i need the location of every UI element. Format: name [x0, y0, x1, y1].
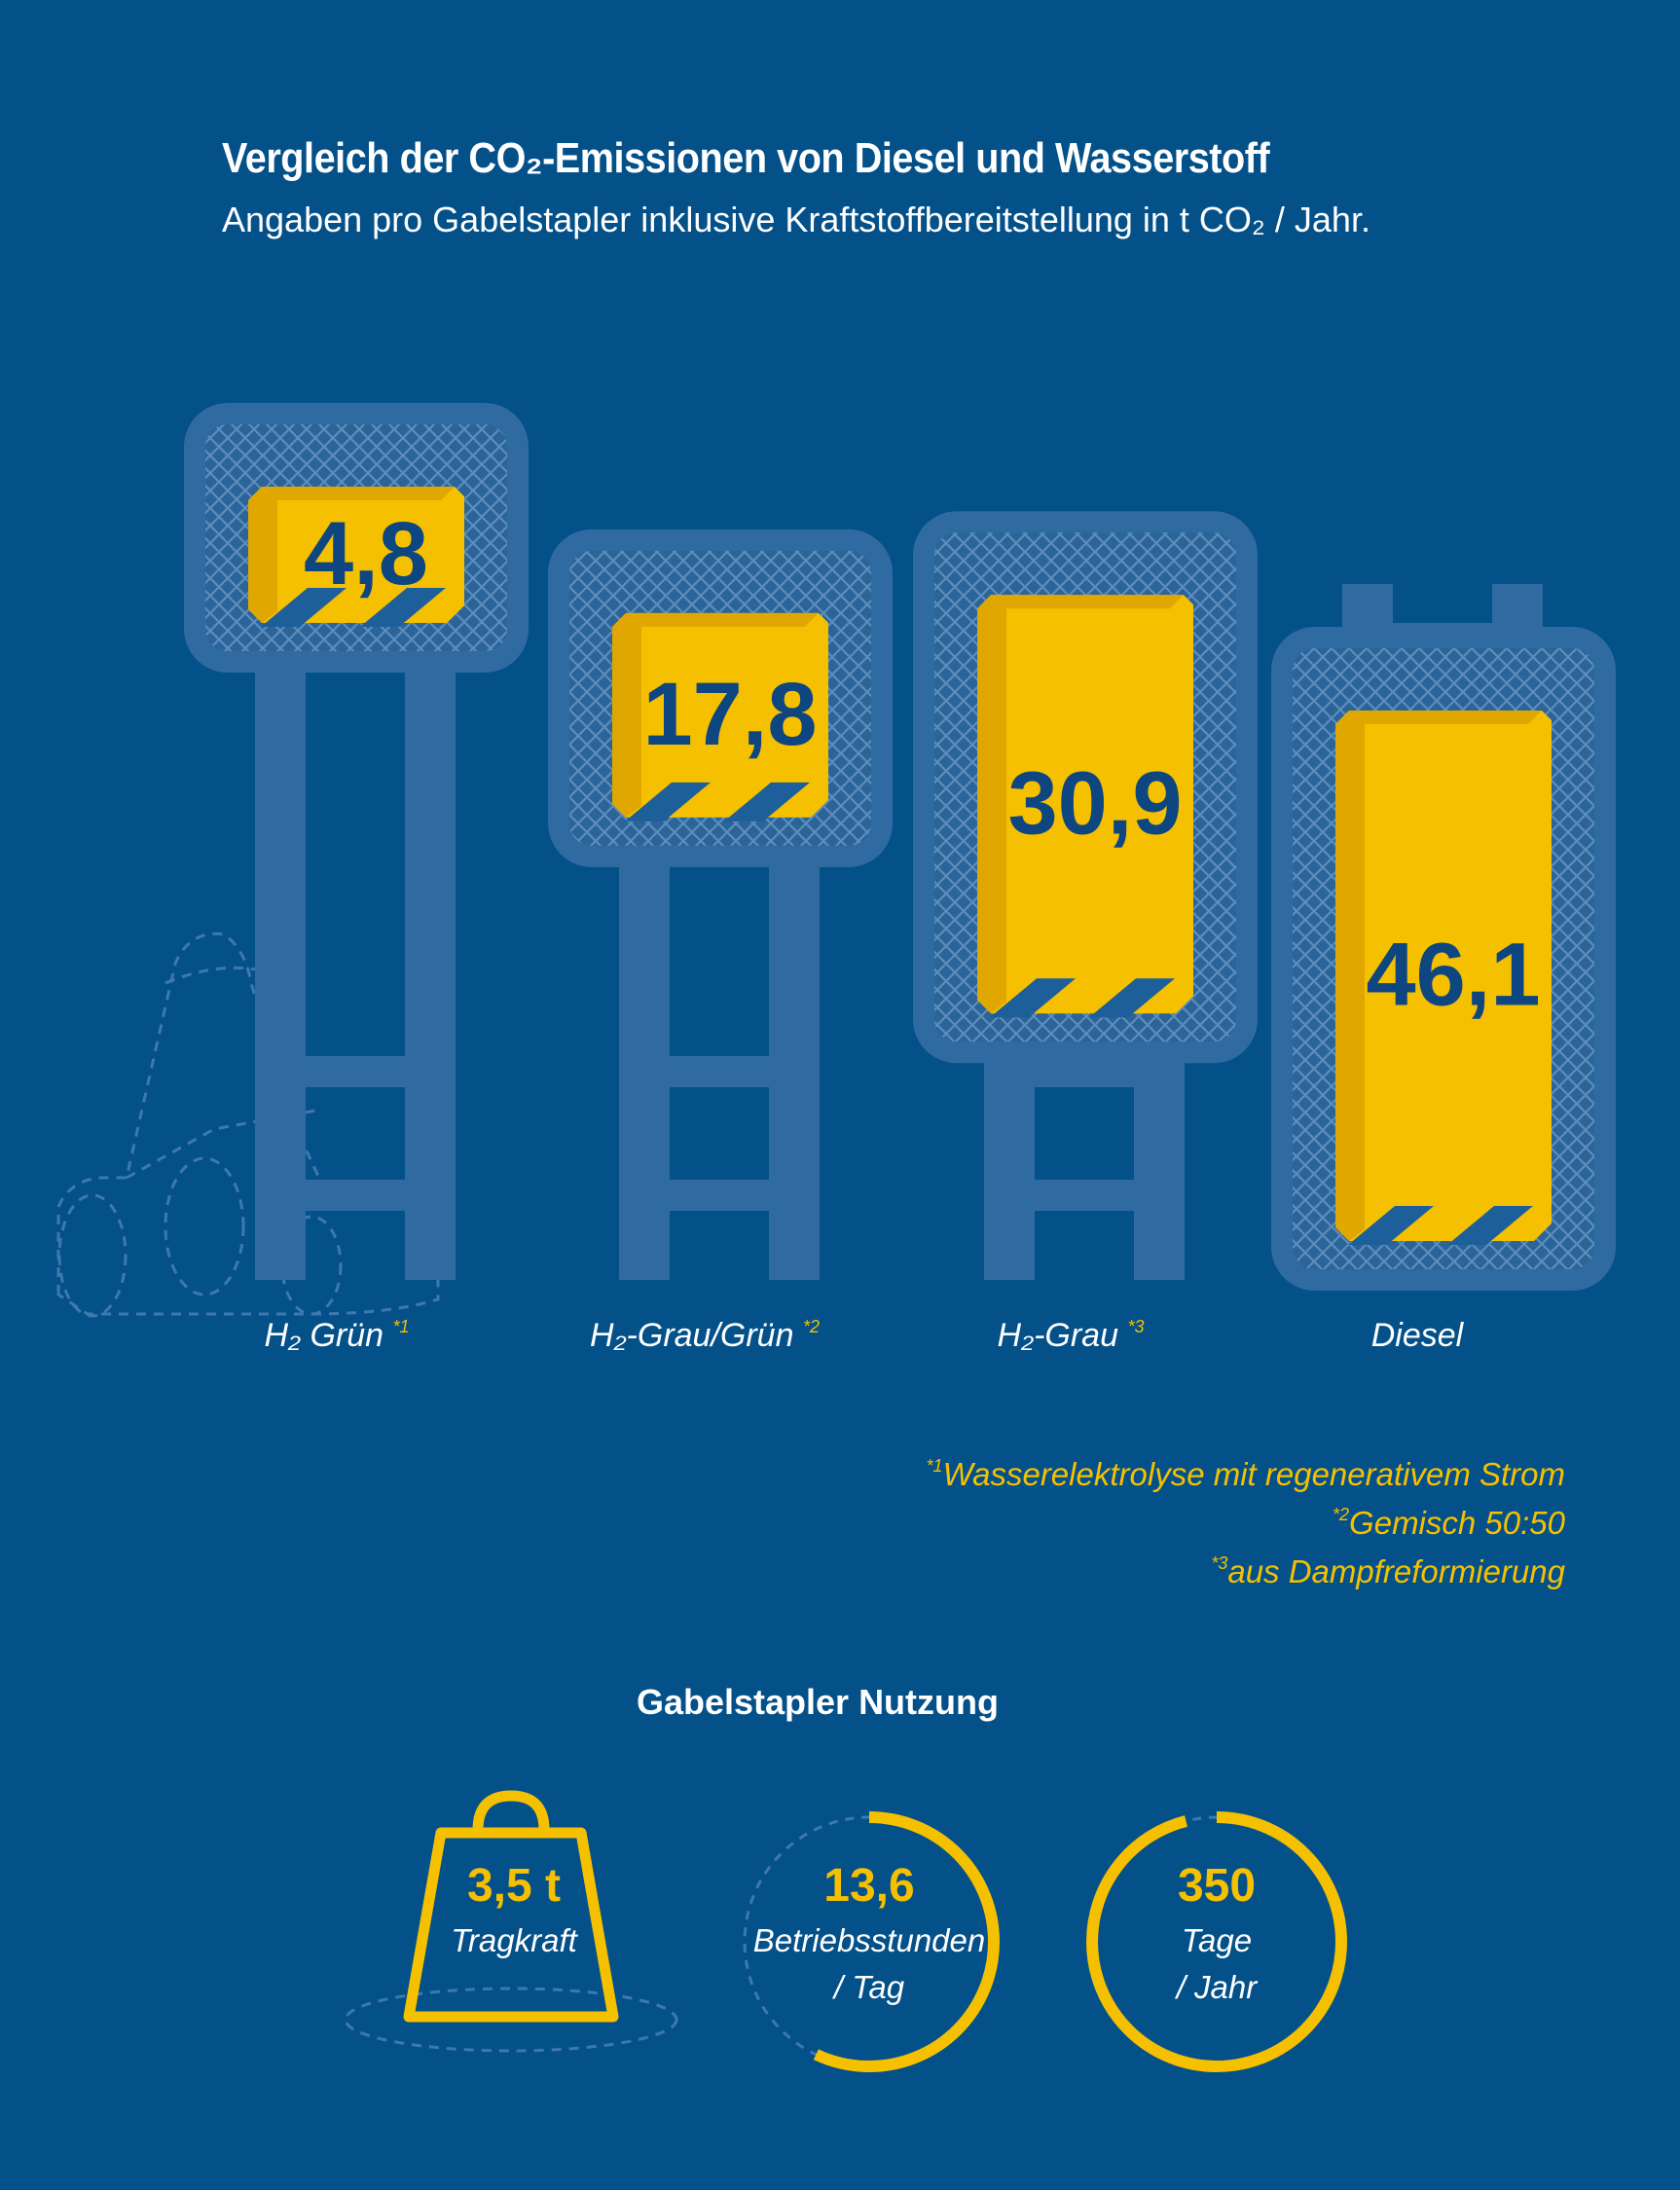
- fork-notch: [360, 588, 446, 627]
- stat-days-label: Tage: [1181, 1922, 1253, 1958]
- mast-icon: [255, 562, 456, 1280]
- bar-value-label: 30,9: [1007, 753, 1182, 853]
- category-label-h2-grau-gruen: H₂-Grau/Grün *2: [590, 1317, 820, 1354]
- bar-group-0: 4,8: [184, 403, 529, 1280]
- bar: [977, 595, 1193, 1014]
- footnote-3: *3aus Dampfreformierung: [1211, 1553, 1565, 1589]
- hours-ring-icon: [739, 1811, 1000, 2072]
- stat-days-unit: / Jahr: [1176, 1969, 1258, 2005]
- bar-shade: [612, 612, 819, 818]
- stat-weight-label: Tragkraft: [451, 1922, 577, 1958]
- weight-icon: [344, 1790, 678, 2053]
- bar-value-label: 4,8: [304, 504, 428, 603]
- bar: [1335, 711, 1552, 1241]
- footnote-1: *1Wasserelektrolyse mit regenerativem St…: [926, 1456, 1565, 1492]
- stat-hours-unit: / Tag: [833, 1969, 905, 2005]
- chart-title: Vergleich der CO₂-Emissionen von Diesel …: [222, 134, 1270, 182]
- category-label-h2-gruen: H₂ Grün *1: [264, 1317, 410, 1354]
- bar-group-2: 30,9: [913, 511, 1258, 1280]
- fork-notch: [990, 978, 1076, 1018]
- category-label-diesel: Diesel: [1370, 1317, 1464, 1354]
- bar: [612, 612, 828, 818]
- bar-shade: [977, 595, 1184, 1014]
- category-label-h2-grau: H₂-Grau *3: [997, 1317, 1145, 1354]
- stat-days-value: 350: [1177, 1860, 1257, 1912]
- bar-value-label: 46,1: [1366, 926, 1540, 1025]
- fork-notch: [1447, 1206, 1533, 1245]
- stat-hours-label: Betriebsstunden: [752, 1922, 986, 1958]
- fork-notch: [1089, 978, 1175, 1018]
- footnote-2: *2Gemisch 50:50: [1333, 1505, 1565, 1541]
- bar-shade: [248, 487, 455, 623]
- stat-weight-value: 3,5 t: [466, 1860, 562, 1912]
- bar-group-3: 46,1: [1271, 584, 1616, 1291]
- bar-group-1: 17,8: [548, 529, 893, 1280]
- bar-value-label: 17,8: [642, 665, 817, 764]
- fork-notch: [724, 782, 810, 821]
- fork-notch: [261, 588, 347, 627]
- fork-notch: [625, 782, 711, 821]
- stat-hours-value: 13,6: [823, 1860, 915, 1912]
- days-ring-icon: [1086, 1811, 1347, 2072]
- chart-subtitle: Angaben pro Gabelstapler inklusive Kraft…: [222, 200, 1370, 239]
- usage-title: Gabelstapler Nutzung: [636, 1682, 1000, 1722]
- fork-notch: [1348, 1206, 1434, 1245]
- bar-shade: [1335, 711, 1542, 1241]
